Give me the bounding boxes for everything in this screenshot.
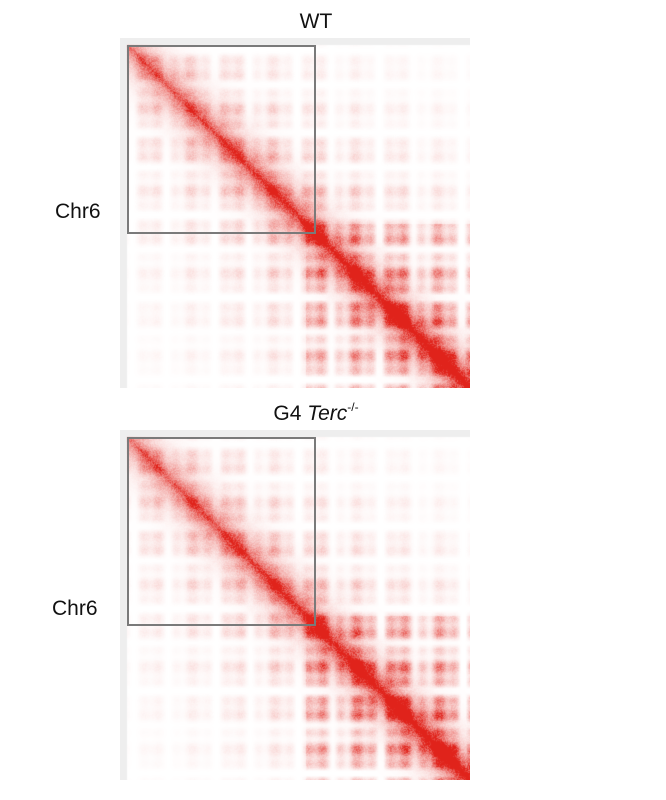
highlight-box-wt	[127, 45, 316, 234]
highlight-box-g4-terc	[127, 437, 316, 626]
row-label-chr6-wt: Chr6	[55, 200, 101, 223]
contact-heatmap-g4-terc	[120, 430, 470, 780]
panel-title-genotype: -/-	[347, 400, 359, 414]
panel-title-text: WT	[299, 10, 333, 33]
heatmap-canvas-wt	[120, 38, 470, 388]
panel-title-prefix: G4	[273, 402, 308, 425]
contact-heatmap-wt	[120, 38, 470, 388]
heatmap-panel-wt: WT Chr6	[0, 0, 666, 395]
panel-title-gene: Terc	[307, 402, 348, 425]
panel-title-wt: WT	[116, 10, 516, 34]
panel-title-g4-terc: G4 Terc-/-	[116, 400, 516, 426]
heatmap-canvas-g4-terc	[120, 430, 470, 780]
row-label-chr6-g4: Chr6	[52, 597, 98, 620]
